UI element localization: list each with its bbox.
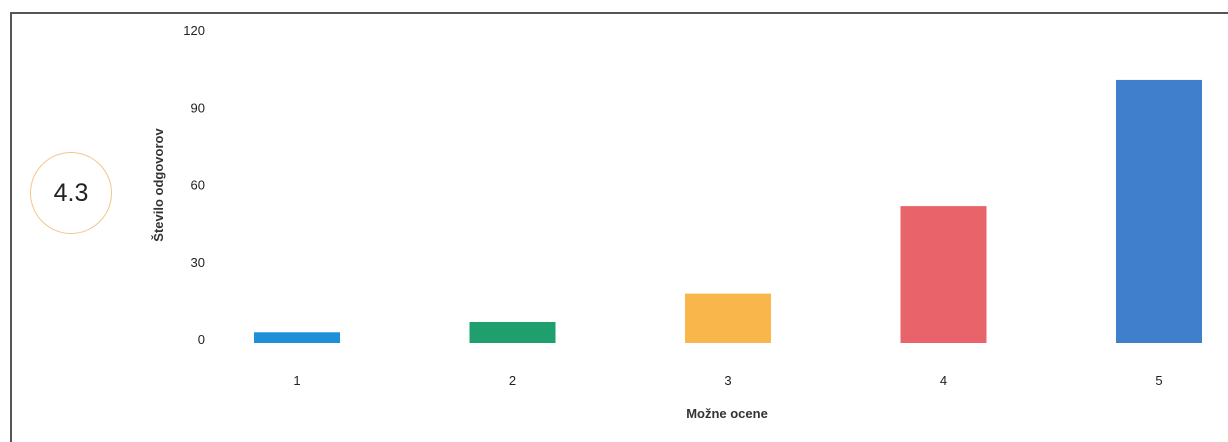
y-axis-title: Število odgovorov xyxy=(151,128,166,242)
bar-3 xyxy=(685,293,771,343)
bar-4 xyxy=(900,206,987,343)
bar-1 xyxy=(254,332,340,343)
y-tick-label: 90 xyxy=(191,100,205,115)
x-tick-label: 4 xyxy=(940,373,947,388)
x-tick-label: 5 xyxy=(1155,373,1162,388)
x-tick-label: 2 xyxy=(509,373,516,388)
y-tick-label: 0 xyxy=(198,332,205,347)
score-value: 4.3 xyxy=(53,178,89,207)
bars xyxy=(254,79,1202,344)
x-axis-ticks: 1 2 3 4 5 xyxy=(293,373,1162,388)
y-tick-label: 60 xyxy=(191,178,205,193)
y-tick-label: 120 xyxy=(183,23,205,38)
x-axis-title: Možne ocene xyxy=(686,406,768,421)
bar-5 xyxy=(1116,79,1202,344)
bar-chart: 0 30 60 90 120 1 2 3 4 5 Možne ocene Število odg… xyxy=(151,23,1202,421)
y-tick-label: 30 xyxy=(191,255,205,270)
x-tick-label: 3 xyxy=(724,373,731,388)
score-badge: 4.3 xyxy=(30,152,112,234)
chart-frame xyxy=(10,12,1228,442)
bar-2 xyxy=(469,321,556,343)
x-tick-label: 1 xyxy=(293,373,300,388)
y-axis-ticks: 0 30 60 90 120 xyxy=(183,23,205,347)
